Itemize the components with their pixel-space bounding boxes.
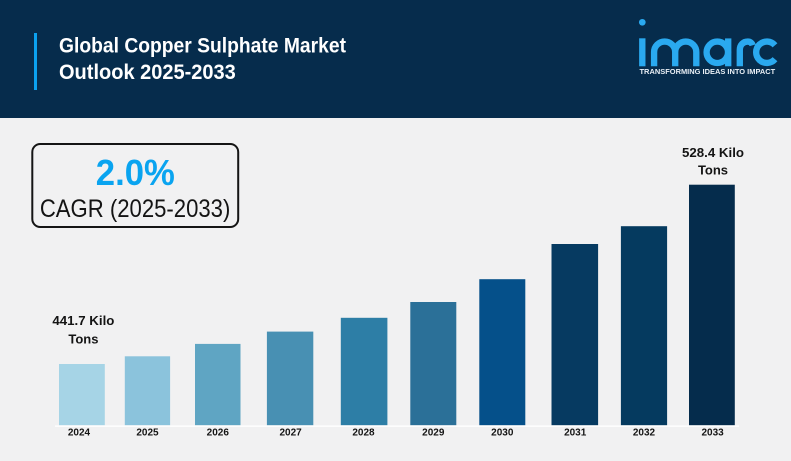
svg-text:2026: 2026 [207, 428, 230, 439]
svg-text:Global Copper Sulphate Market: Global Copper Sulphate Market [59, 35, 346, 58]
svg-text:2030: 2030 [491, 428, 514, 439]
svg-text:2028: 2028 [352, 428, 375, 439]
svg-text:Outlook 2025-2033: Outlook 2025-2033 [59, 61, 236, 84]
svg-text:2031: 2031 [564, 428, 587, 439]
svg-text:2032: 2032 [633, 428, 656, 439]
svg-text:2025: 2025 [136, 428, 159, 439]
svg-text:Tons: Tons [698, 163, 728, 178]
svg-text:CAGR (2025-2033): CAGR (2025-2033) [40, 195, 231, 223]
svg-text:TRANSFORMING IDEAS INTO IMPACT: TRANSFORMING IDEAS INTO IMPACT [640, 69, 776, 76]
svg-text:2027: 2027 [279, 428, 302, 439]
svg-text:Tons: Tons [68, 331, 98, 346]
svg-text:441.7 Kilo: 441.7 Kilo [52, 313, 114, 328]
svg-text:2024: 2024 [68, 428, 91, 439]
svg-text:2.0%: 2.0% [96, 152, 175, 193]
svg-text:528.4 Kilo: 528.4 Kilo [682, 145, 744, 160]
svg-text:2033: 2033 [701, 428, 724, 439]
svg-text:2029: 2029 [422, 428, 445, 439]
